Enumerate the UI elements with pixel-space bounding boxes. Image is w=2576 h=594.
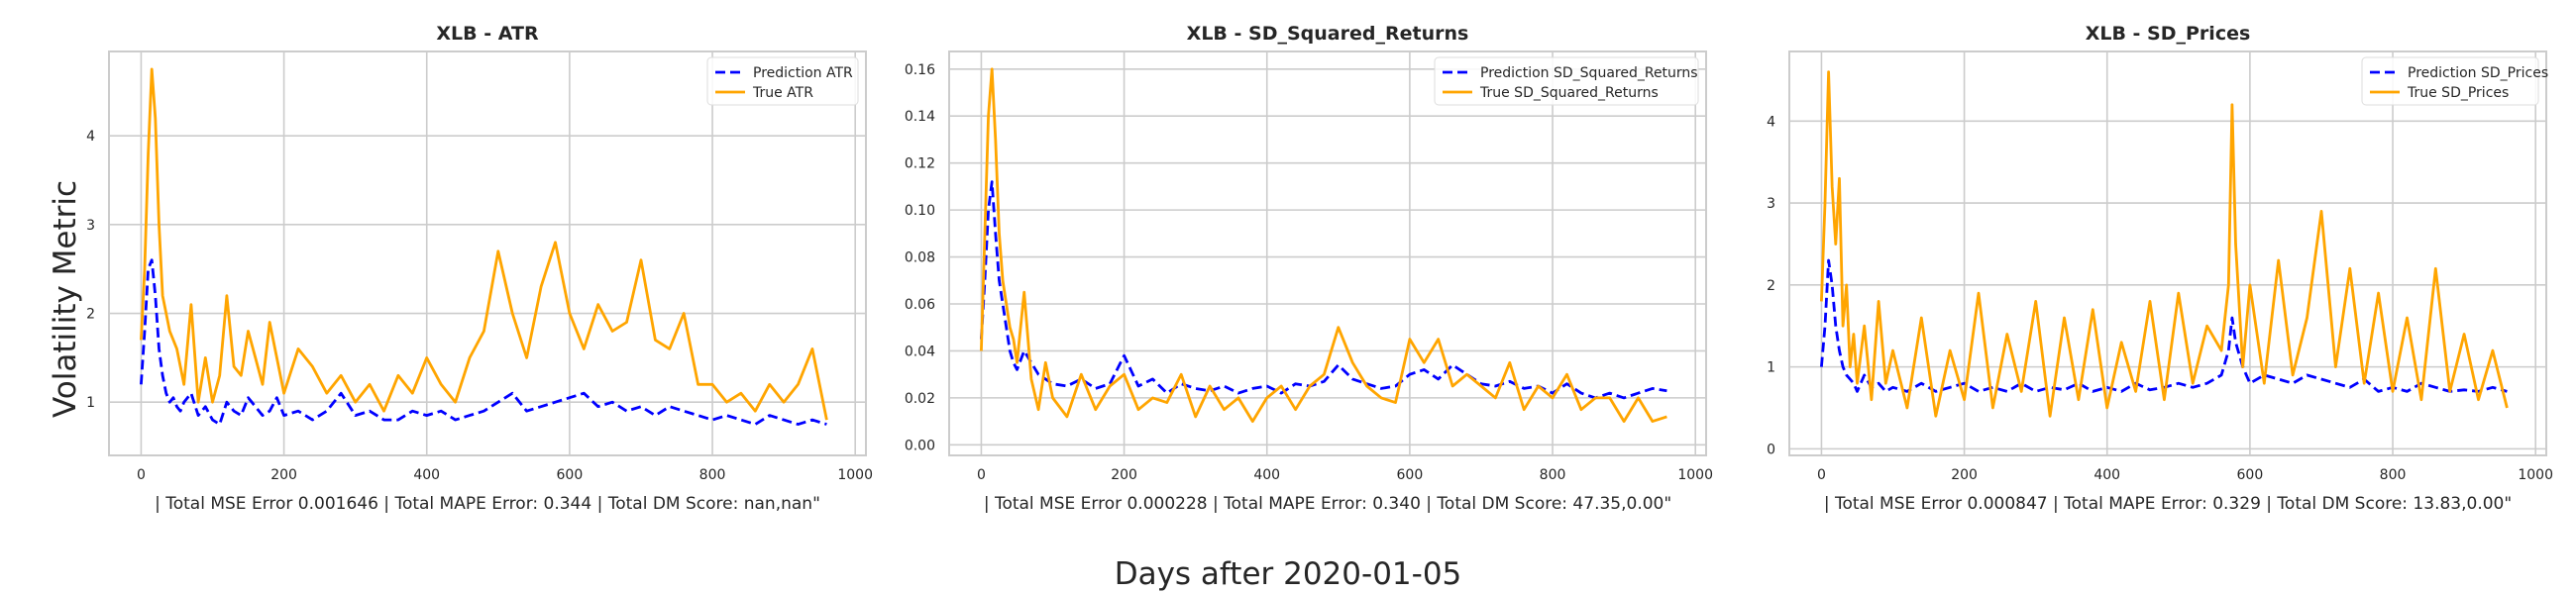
y-tick-label: 1 [1767, 360, 1775, 376]
subplot-title: XLB - SD_Squared_Returns [1187, 23, 1469, 45]
series-line-true [140, 67, 828, 421]
plot-frame [948, 50, 1707, 456]
subplot-2: 0 200 400 600 800 1000 0.00 0.02 0.04 0.06 0.08 0.1… [905, 23, 1713, 514]
legend-box [1434, 56, 1699, 106]
y-tick-label: 3 [1767, 196, 1775, 212]
y-tick-label: 0.02 [905, 391, 935, 407]
x-tick-label: 600 [557, 467, 584, 483]
x-tick-label: 400 [2093, 467, 2120, 483]
y-tick-label: 0 [1767, 442, 1775, 457]
subplot-xlabel: | Total MSE Error 0.000847 | Total MAPE … [1824, 494, 2512, 514]
y-tick-label: 0.12 [905, 156, 935, 172]
x-tick-label: 800 [2380, 467, 2407, 483]
x-tick-label: 200 [1111, 467, 1137, 483]
y-tick-label: 0.00 [905, 438, 935, 453]
y-tick-label: 1 [86, 395, 95, 411]
x-tick-label: 0 [137, 467, 146, 483]
legend-label: True ATR [752, 85, 813, 101]
y-tick-label: 0.14 [905, 109, 935, 125]
y-tick-label: 3 [86, 218, 95, 234]
x-tick-label: 0 [1817, 467, 1826, 483]
x-tick-label: 400 [1253, 467, 1280, 483]
series-line-true [980, 67, 1667, 424]
y-tick-label: 4 [1767, 114, 1775, 130]
y-tick-label: 4 [86, 129, 95, 145]
x-tick-label: 800 [1540, 467, 1566, 483]
y-tick-label: 0.04 [905, 344, 935, 359]
subplot-title: XLB - SD_Prices [2086, 23, 2251, 45]
legend: Prediction ATR True ATR [706, 56, 859, 106]
x-tick-label: 200 [1951, 467, 1978, 483]
y-tick-label: 0.06 [905, 297, 935, 313]
legend-label: Prediction SD_Squared_Returns [1480, 65, 1698, 81]
x-tick-label: 600 [2237, 467, 2264, 483]
x-tick-label: 0 [977, 467, 986, 483]
x-tick-label: 600 [1397, 467, 1424, 483]
x-tick-label: 1000 [2518, 467, 2553, 483]
legend-label: True SD_Squared_Returns [1479, 85, 1659, 101]
x-tick-label: 1000 [837, 467, 873, 483]
series-line-prediction [140, 258, 827, 427]
x-tick-label: 1000 [1677, 467, 1713, 483]
y-tick-label: 0.16 [905, 62, 935, 78]
legend-label: Prediction ATR [753, 65, 853, 81]
plot-frame [108, 50, 867, 456]
plot-frame [1788, 50, 2547, 456]
x-tick-label: 800 [699, 467, 726, 483]
subplot-xlabel: | Total MSE Error 0.000228 | Total MAPE … [984, 494, 1671, 514]
legend-box [2361, 56, 2539, 106]
y-tick-label: 2 [86, 307, 95, 323]
legend: Prediction SD_Squared_Returns True SD_Squ… [1434, 56, 1699, 106]
subplot-title: XLB - ATR [436, 23, 539, 45]
x-tick-label: 200 [270, 467, 297, 483]
x-tick-label: 400 [413, 467, 440, 483]
y-tick-label: 0.10 [905, 203, 935, 219]
figure-ylabel: Volatility Metric [48, 180, 83, 418]
figure-xlabel: Days after 2020-01-05 [1115, 556, 1462, 592]
series-line-prediction [1820, 258, 2508, 393]
legend: Prediction SD_Prices True SD_Prices [2361, 56, 2548, 106]
subplot-xlabel: | Total MSE Error 0.001646 | Total MAPE … [155, 494, 820, 514]
series-line-prediction [980, 180, 1667, 400]
legend-label: Prediction SD_Prices [2408, 65, 2548, 81]
subplot-1: 0 200 400 600 800 1000 1 2 3 4 XLB - ATR | Total MS… [86, 23, 873, 514]
series-line-true [1820, 70, 2509, 418]
y-tick-label: 0.08 [905, 250, 935, 266]
subplot-3: 0 200 400 600 800 1000 0 1 2 3 4 XLB - SD_Prices | T… [1767, 23, 2553, 514]
legend-label: True SD_Prices [2407, 85, 2509, 101]
y-tick-label: 2 [1767, 278, 1775, 294]
